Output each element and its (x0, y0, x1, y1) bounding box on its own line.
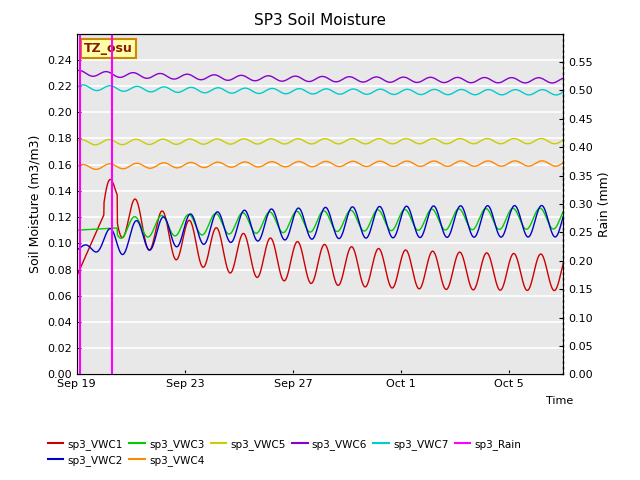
Text: TZ_osu: TZ_osu (84, 42, 133, 55)
Text: Time: Time (545, 396, 573, 406)
Legend: sp3_VWC1, sp3_VWC2, sp3_VWC3, sp3_VWC4, sp3_VWC5, sp3_VWC6, sp3_VWC7, sp3_Rain: sp3_VWC1, sp3_VWC2, sp3_VWC3, sp3_VWC4, … (44, 434, 525, 470)
Y-axis label: Soil Moisture (m3/m3): Soil Moisture (m3/m3) (29, 135, 42, 273)
Y-axis label: Rain (mm): Rain (mm) (598, 171, 611, 237)
Title: SP3 Soil Moisture: SP3 Soil Moisture (254, 13, 386, 28)
